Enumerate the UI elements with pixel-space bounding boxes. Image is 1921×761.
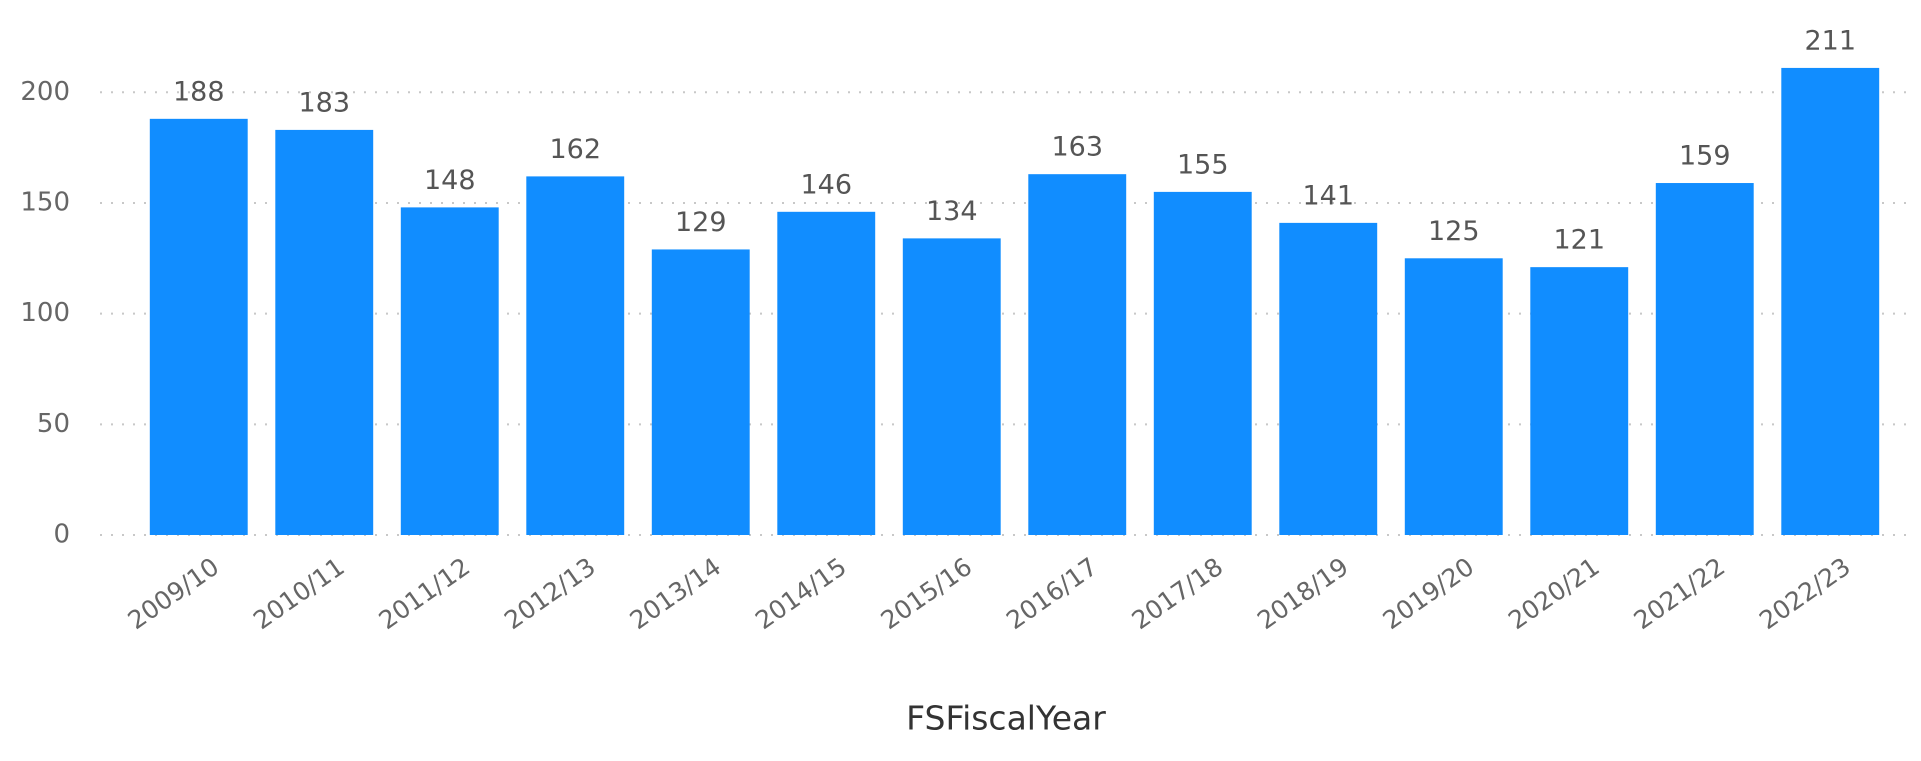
x-axis-title: FSFiscalYear xyxy=(906,699,1106,738)
x-tick-label: 2020/21 xyxy=(1503,552,1605,635)
bar xyxy=(902,238,1001,535)
data-label: 141 xyxy=(1302,180,1354,211)
bar xyxy=(1404,258,1503,535)
x-tick-label: 2019/20 xyxy=(1377,552,1479,635)
bar xyxy=(1781,67,1880,535)
y-tick-label: 50 xyxy=(37,409,70,439)
data-label: 134 xyxy=(926,196,978,227)
bar xyxy=(1279,222,1378,536)
x-tick-label: 2022/23 xyxy=(1754,552,1856,635)
x-tick-label: 2021/22 xyxy=(1628,552,1730,635)
bar xyxy=(400,207,499,535)
data-label: 129 xyxy=(675,207,727,238)
x-tick-label: 2013/14 xyxy=(624,552,726,635)
data-label: 148 xyxy=(424,165,476,196)
bar xyxy=(1530,267,1629,535)
data-label: 121 xyxy=(1553,225,1605,256)
x-tick-label: 2017/18 xyxy=(1126,552,1228,635)
bar xyxy=(1153,191,1252,536)
data-label: 188 xyxy=(173,76,225,107)
x-tick-label: 2014/15 xyxy=(750,552,852,635)
data-label: 162 xyxy=(549,134,601,165)
y-tick-label: 200 xyxy=(20,77,70,107)
bar xyxy=(526,176,625,535)
bar xyxy=(651,249,750,535)
bar xyxy=(777,211,876,536)
x-tick-label: 2010/11 xyxy=(248,552,350,635)
data-label: 183 xyxy=(298,87,350,118)
bar xyxy=(1028,174,1127,535)
bar xyxy=(149,118,248,535)
x-tick-label: 2016/17 xyxy=(1001,552,1103,635)
x-tick-label: 2015/16 xyxy=(875,552,977,635)
data-label: 211 xyxy=(1804,25,1856,56)
data-label: 163 xyxy=(1051,132,1103,163)
data-label: 155 xyxy=(1177,149,1229,180)
x-tick-label: 2009/10 xyxy=(122,552,224,635)
data-label: 146 xyxy=(800,169,852,200)
bar xyxy=(1655,183,1754,536)
bar xyxy=(275,129,374,535)
y-tick-label: 100 xyxy=(20,298,70,328)
data-label: 159 xyxy=(1679,141,1731,172)
y-tick-label: 150 xyxy=(20,187,70,217)
data-label: 125 xyxy=(1428,216,1480,247)
x-tick-label: 2011/12 xyxy=(373,552,475,635)
x-tick-label: 2012/13 xyxy=(499,552,601,635)
y-tick-label: 0 xyxy=(53,520,70,550)
x-tick-label: 2018/19 xyxy=(1252,552,1354,635)
